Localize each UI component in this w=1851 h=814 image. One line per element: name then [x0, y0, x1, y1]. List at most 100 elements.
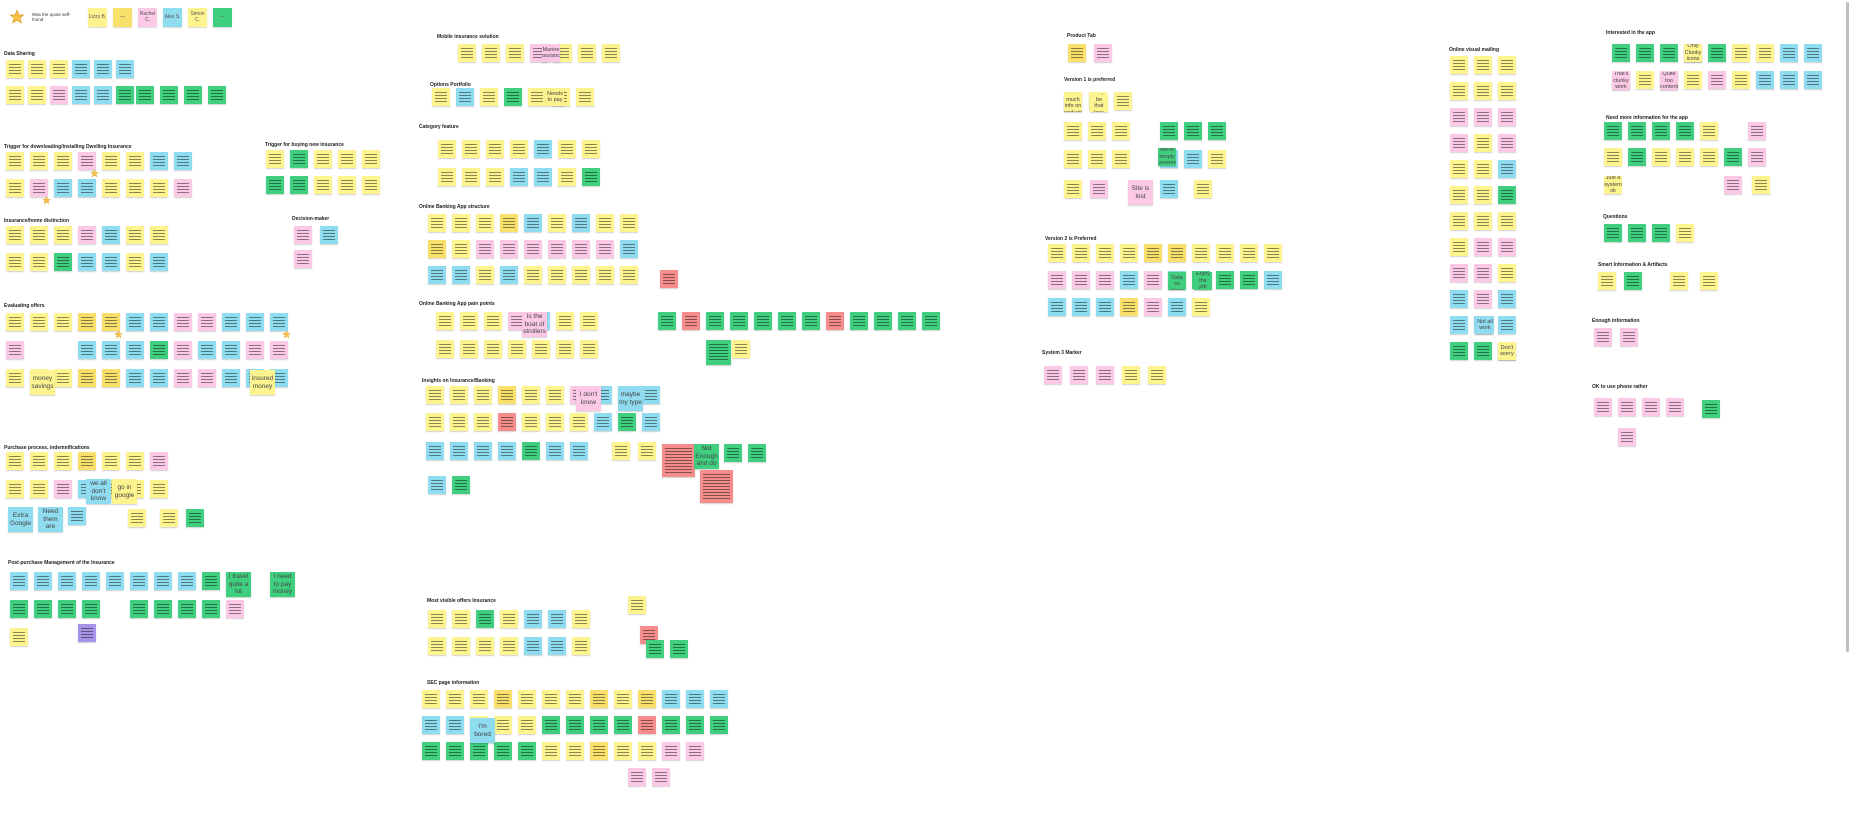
- sticky-note[interactable]: [1068, 44, 1086, 62]
- sticky-note[interactable]: [1756, 44, 1774, 62]
- sticky-note[interactable]: [6, 226, 24, 244]
- sticky-note[interactable]: Not all work: [1476, 316, 1494, 334]
- sticky-note[interactable]: [662, 742, 680, 760]
- sticky-note[interactable]: [576, 88, 594, 106]
- sticky-note[interactable]: [428, 610, 446, 628]
- sticky-note[interactable]: We're simply covered: [1158, 148, 1176, 166]
- sticky-note[interactable]: [524, 610, 542, 628]
- sticky-note[interactable]: [154, 572, 172, 590]
- sticky-note[interactable]: [102, 313, 120, 331]
- sticky-note[interactable]: [1708, 71, 1726, 89]
- sticky-note[interactable]: [30, 480, 48, 498]
- sticky-note[interactable]: [1594, 398, 1612, 416]
- sticky-note[interactable]: [1684, 71, 1702, 89]
- sticky-note[interactable]: [548, 266, 566, 284]
- sticky-note[interactable]: [500, 637, 518, 655]
- sticky-note[interactable]: [542, 690, 560, 708]
- sticky-note[interactable]: maybe my type: [618, 386, 643, 411]
- sticky-note[interactable]: [1240, 244, 1258, 262]
- sticky-note[interactable]: [1450, 56, 1468, 74]
- sticky-note[interactable]: Needs to pay: [546, 88, 564, 106]
- sticky-note[interactable]: [500, 214, 518, 232]
- sticky-note[interactable]: [446, 742, 464, 760]
- sticky-note[interactable]: [566, 690, 584, 708]
- sticky-note[interactable]: [670, 640, 688, 658]
- sticky-note[interactable]: [566, 716, 584, 734]
- sticky-note[interactable]: [1598, 272, 1616, 290]
- sticky-note[interactable]: [638, 690, 656, 708]
- sticky-note[interactable]: [1700, 148, 1718, 166]
- sticky-note[interactable]: [542, 742, 560, 760]
- sticky-note[interactable]: [1192, 244, 1210, 262]
- sticky-note[interactable]: [1780, 44, 1798, 62]
- sticky-note[interactable]: [314, 150, 332, 168]
- sticky-note[interactable]: [1450, 238, 1468, 256]
- sticky-note[interactable]: [594, 413, 612, 431]
- sticky-note[interactable]: [452, 610, 470, 628]
- sticky-note[interactable]: [1088, 122, 1106, 140]
- sticky-note[interactable]: [1474, 212, 1492, 230]
- sticky-note[interactable]: [6, 60, 24, 78]
- sticky-note[interactable]: [1670, 272, 1688, 290]
- sticky-note[interactable]: [314, 176, 332, 194]
- sticky-note[interactable]: [1636, 44, 1654, 62]
- sticky-note[interactable]: [1072, 244, 1090, 262]
- sticky-note[interactable]: [524, 266, 542, 284]
- sticky-note[interactable]: [470, 742, 488, 760]
- sticky-note[interactable]: [1264, 271, 1282, 289]
- sticky-note[interactable]: [504, 88, 522, 106]
- sticky-note[interactable]: [30, 152, 48, 170]
- sticky-note[interactable]: [534, 168, 552, 186]
- sticky-note[interactable]: [72, 60, 90, 78]
- sticky-note[interactable]: [338, 176, 356, 194]
- sticky-note[interactable]: [638, 442, 656, 460]
- sticky-note[interactable]: [522, 442, 540, 460]
- sticky-note[interactable]: [510, 140, 528, 158]
- sticky-note[interactable]: Need them are: [38, 507, 63, 532]
- sticky-note[interactable]: [450, 413, 468, 431]
- sticky-note[interactable]: [1474, 264, 1492, 282]
- sticky-note[interactable]: [1094, 44, 1112, 62]
- sticky-note[interactable]: [874, 312, 892, 330]
- sticky-note[interactable]: [462, 140, 480, 158]
- sticky-note[interactable]: [290, 176, 308, 194]
- sticky-note[interactable]: [1748, 148, 1766, 166]
- sticky-note[interactable]: [126, 341, 144, 359]
- sticky-note[interactable]: [570, 442, 588, 460]
- sticky-note[interactable]: [6, 253, 24, 271]
- sticky-note[interactable]: [748, 444, 766, 462]
- sticky-note[interactable]: Enjoy the job: [1194, 272, 1212, 290]
- sticky-note[interactable]: [1208, 150, 1226, 168]
- sticky-note[interactable]: [50, 60, 68, 78]
- sticky-note[interactable]: [72, 86, 90, 104]
- sticky-note[interactable]: [706, 312, 724, 330]
- sticky-note[interactable]: [686, 690, 704, 708]
- sticky-note[interactable]: [30, 253, 48, 271]
- sticky-note[interactable]: [1192, 298, 1210, 316]
- sticky-note[interactable]: Less Data so clean: [1168, 272, 1186, 290]
- sticky-note[interactable]: go in google: [112, 479, 137, 504]
- sticky-note[interactable]: [150, 452, 168, 470]
- sticky-note[interactable]: Is the boat of strollers: [522, 312, 547, 337]
- sticky-note[interactable]: [1498, 238, 1516, 256]
- sticky-note[interactable]: [1096, 298, 1114, 316]
- sticky-note[interactable]: [484, 340, 502, 358]
- sticky-note[interactable]: [338, 150, 356, 168]
- sticky-note[interactable]: [476, 214, 494, 232]
- sticky-note[interactable]: [422, 716, 440, 734]
- sticky-note[interactable]: [226, 600, 244, 618]
- sticky-note[interactable]: [106, 572, 124, 590]
- sticky-note[interactable]: [498, 386, 516, 404]
- sticky-note[interactable]: [1604, 148, 1622, 166]
- sticky-note[interactable]: [1184, 122, 1202, 140]
- sticky-note[interactable]: [850, 312, 868, 330]
- sticky-note[interactable]: [620, 240, 638, 258]
- sticky-note[interactable]: [126, 253, 144, 271]
- sticky-note[interactable]: [724, 444, 742, 462]
- sticky-note[interactable]: [1120, 298, 1138, 316]
- sticky-note[interactable]: [126, 226, 144, 244]
- sticky-note[interactable]: [160, 86, 178, 104]
- sticky-note[interactable]: [1780, 71, 1798, 89]
- sticky-note[interactable]: [1474, 186, 1492, 204]
- sticky-note[interactable]: [30, 226, 48, 244]
